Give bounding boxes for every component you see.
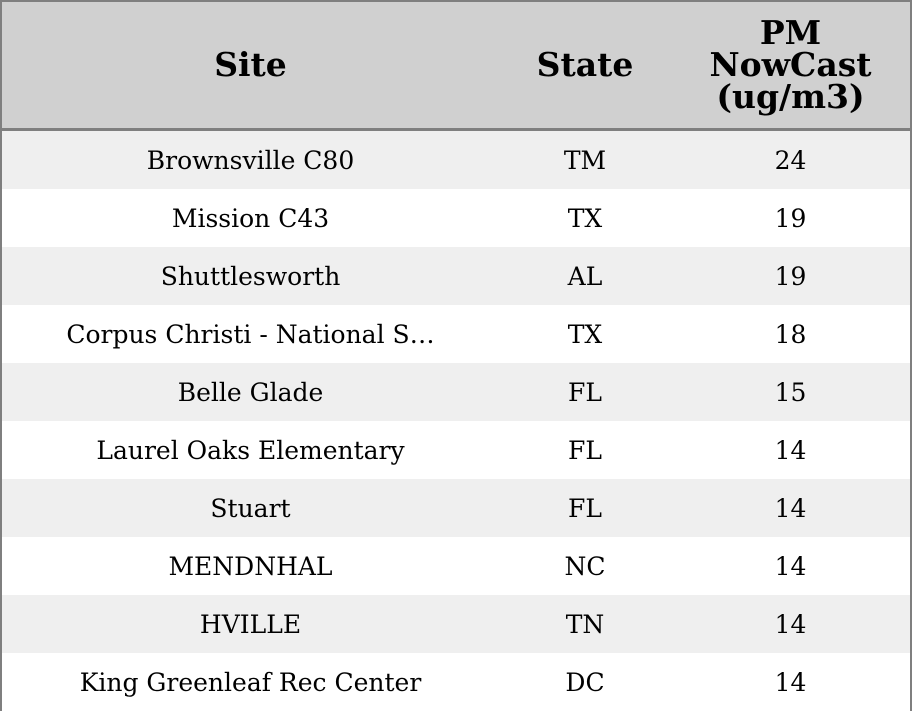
cell-site: Mission C43 xyxy=(2,189,499,247)
header-pm-line-2: NowCast xyxy=(709,45,872,84)
cell-state: TM xyxy=(499,129,671,189)
cell-pm-nowcast: 19 xyxy=(671,189,910,247)
cell-site: Belle Glade xyxy=(2,363,499,421)
cell-state: FL xyxy=(499,363,671,421)
cell-state: FL xyxy=(499,479,671,537)
table-row: Brownsville C80 TM 24 xyxy=(2,129,910,189)
table-row: King Greenleaf Rec Center DC 14 xyxy=(2,653,910,711)
header-pm-line-3: (ug/m3) xyxy=(716,77,865,116)
cell-site: Laurel Oaks Elementary xyxy=(2,421,499,479)
cell-state: TX xyxy=(499,189,671,247)
header-pm-nowcast: PM NowCast (ug/m3) xyxy=(671,2,910,131)
header-pm-line-1: PM xyxy=(759,13,822,52)
table-row: MENDNHAL NC 14 xyxy=(2,537,910,595)
cell-pm-nowcast: 14 xyxy=(671,421,910,479)
cell-state: DC xyxy=(499,653,671,711)
cell-pm-nowcast: 14 xyxy=(671,537,910,595)
cell-site: Shuttlesworth xyxy=(2,247,499,305)
cell-pm-nowcast: 24 xyxy=(671,129,910,189)
cell-state: TX xyxy=(499,305,671,363)
cell-pm-nowcast: 14 xyxy=(671,653,910,711)
table-row: Stuart FL 14 xyxy=(2,479,910,537)
cell-site: King Greenleaf Rec Center xyxy=(2,653,499,711)
cell-pm-nowcast: 18 xyxy=(671,305,910,363)
table-row: Laurel Oaks Elementary FL 14 xyxy=(2,421,910,479)
cell-site: Corpus Christi - National S… xyxy=(2,305,499,363)
cell-pm-nowcast: 14 xyxy=(671,595,910,653)
cell-site: HVILLE xyxy=(2,595,499,653)
table-body: Brownsville C80 TM 24 Mission C43 TX 19 Shuttl… xyxy=(2,129,910,711)
header-row: Site State PM NowCast (ug/m3) xyxy=(2,2,910,131)
cell-site: MENDNHAL xyxy=(2,537,499,595)
cell-state: TN xyxy=(499,595,671,653)
table-row: Belle Glade FL 15 xyxy=(2,363,910,421)
cell-state: FL xyxy=(499,421,671,479)
table-row: Shuttlesworth AL 19 xyxy=(2,247,910,305)
table-row: Mission C43 TX 19 xyxy=(2,189,910,247)
cell-site: Brownsville C80 xyxy=(2,129,499,189)
cell-site: Stuart xyxy=(2,479,499,537)
cell-pm-nowcast: 15 xyxy=(671,363,910,421)
cell-state: NC xyxy=(499,537,671,595)
table-row: Corpus Christi - National S… TX 18 xyxy=(2,305,910,363)
cell-state: AL xyxy=(499,247,671,305)
cell-pm-nowcast: 14 xyxy=(671,479,910,537)
table-row: HVILLE TN 14 xyxy=(2,595,910,653)
table-header: Site State PM NowCast (ug/m3) xyxy=(2,2,910,131)
header-site: Site xyxy=(2,2,499,131)
cell-pm-nowcast: 19 xyxy=(671,247,910,305)
header-state: State xyxy=(499,2,671,131)
